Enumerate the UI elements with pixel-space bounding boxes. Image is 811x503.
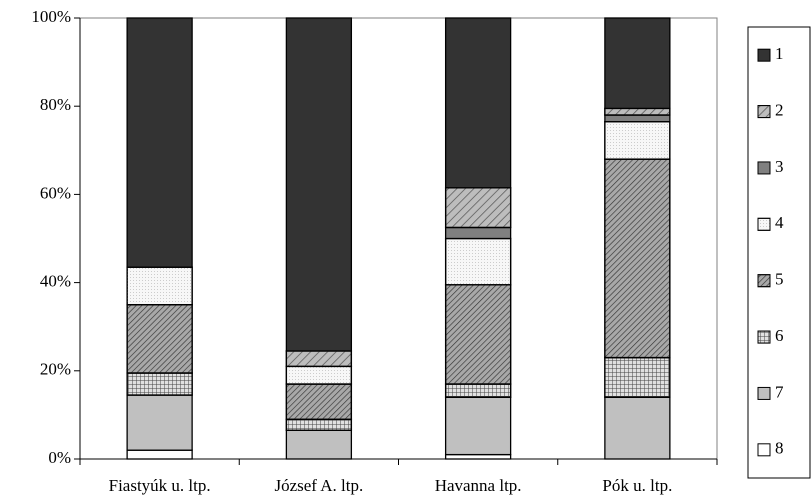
bar-segment	[604, 396, 671, 460]
bar-segment	[285, 429, 353, 460]
legend-label: 4	[775, 213, 784, 232]
x-tick-label: Pók u. ltp.	[602, 476, 672, 495]
legend-pattern	[757, 105, 771, 119]
legend-label: 3	[775, 157, 784, 176]
bar-segment	[444, 17, 512, 189]
legend-label: 1	[775, 44, 784, 63]
bar-segment	[444, 453, 512, 460]
x-tick-label: József A. ltp.	[274, 476, 363, 495]
bar-pattern	[444, 383, 512, 398]
legend-pattern	[757, 274, 771, 288]
y-tick-label: 20%	[40, 360, 71, 379]
legend-swatch	[757, 443, 771, 457]
legend-label: 7	[775, 382, 784, 401]
bar-segment	[126, 17, 193, 268]
bar-pattern	[444, 237, 512, 286]
bar-segment	[444, 226, 512, 240]
y-tick-label: 100%	[31, 7, 71, 26]
legend-label: 5	[775, 270, 784, 289]
legend-box	[747, 26, 811, 479]
bar-pattern	[604, 356, 671, 398]
y-tick-label: 40%	[40, 272, 71, 291]
bar-pattern	[604, 107, 671, 116]
bar-segment	[126, 449, 193, 460]
bar-pattern	[604, 120, 671, 160]
legend-swatch	[757, 161, 771, 175]
legend-swatch	[757, 386, 771, 400]
bar-segment	[604, 17, 671, 110]
bar-segment	[604, 114, 671, 123]
x-tick-label: Havanna ltp.	[435, 476, 522, 495]
legend-label: 2	[775, 100, 784, 119]
bar-segment	[285, 17, 353, 352]
legend-swatch	[757, 48, 771, 62]
bar-pattern	[126, 372, 193, 396]
y-tick-label: 0%	[48, 448, 71, 467]
bar-pattern	[285, 365, 353, 385]
legend-pattern	[757, 330, 771, 344]
legend-label: 6	[775, 326, 784, 345]
bar-pattern	[285, 350, 353, 368]
y-tick-label: 60%	[40, 183, 71, 202]
x-tick-label: Fiastyúk u. ltp.	[109, 476, 211, 495]
legend-pattern	[757, 217, 771, 231]
bar-segment	[444, 396, 512, 456]
bar-pattern	[126, 266, 193, 306]
bar-pattern	[444, 187, 512, 229]
legend-label: 8	[775, 439, 784, 458]
bar-segment	[126, 394, 193, 451]
bar-pattern	[126, 303, 193, 374]
bar-pattern	[444, 284, 512, 385]
y-tick-label: 80%	[40, 95, 71, 114]
bar-pattern	[285, 383, 353, 420]
bar-pattern	[604, 158, 671, 359]
bar-pattern	[285, 418, 353, 431]
